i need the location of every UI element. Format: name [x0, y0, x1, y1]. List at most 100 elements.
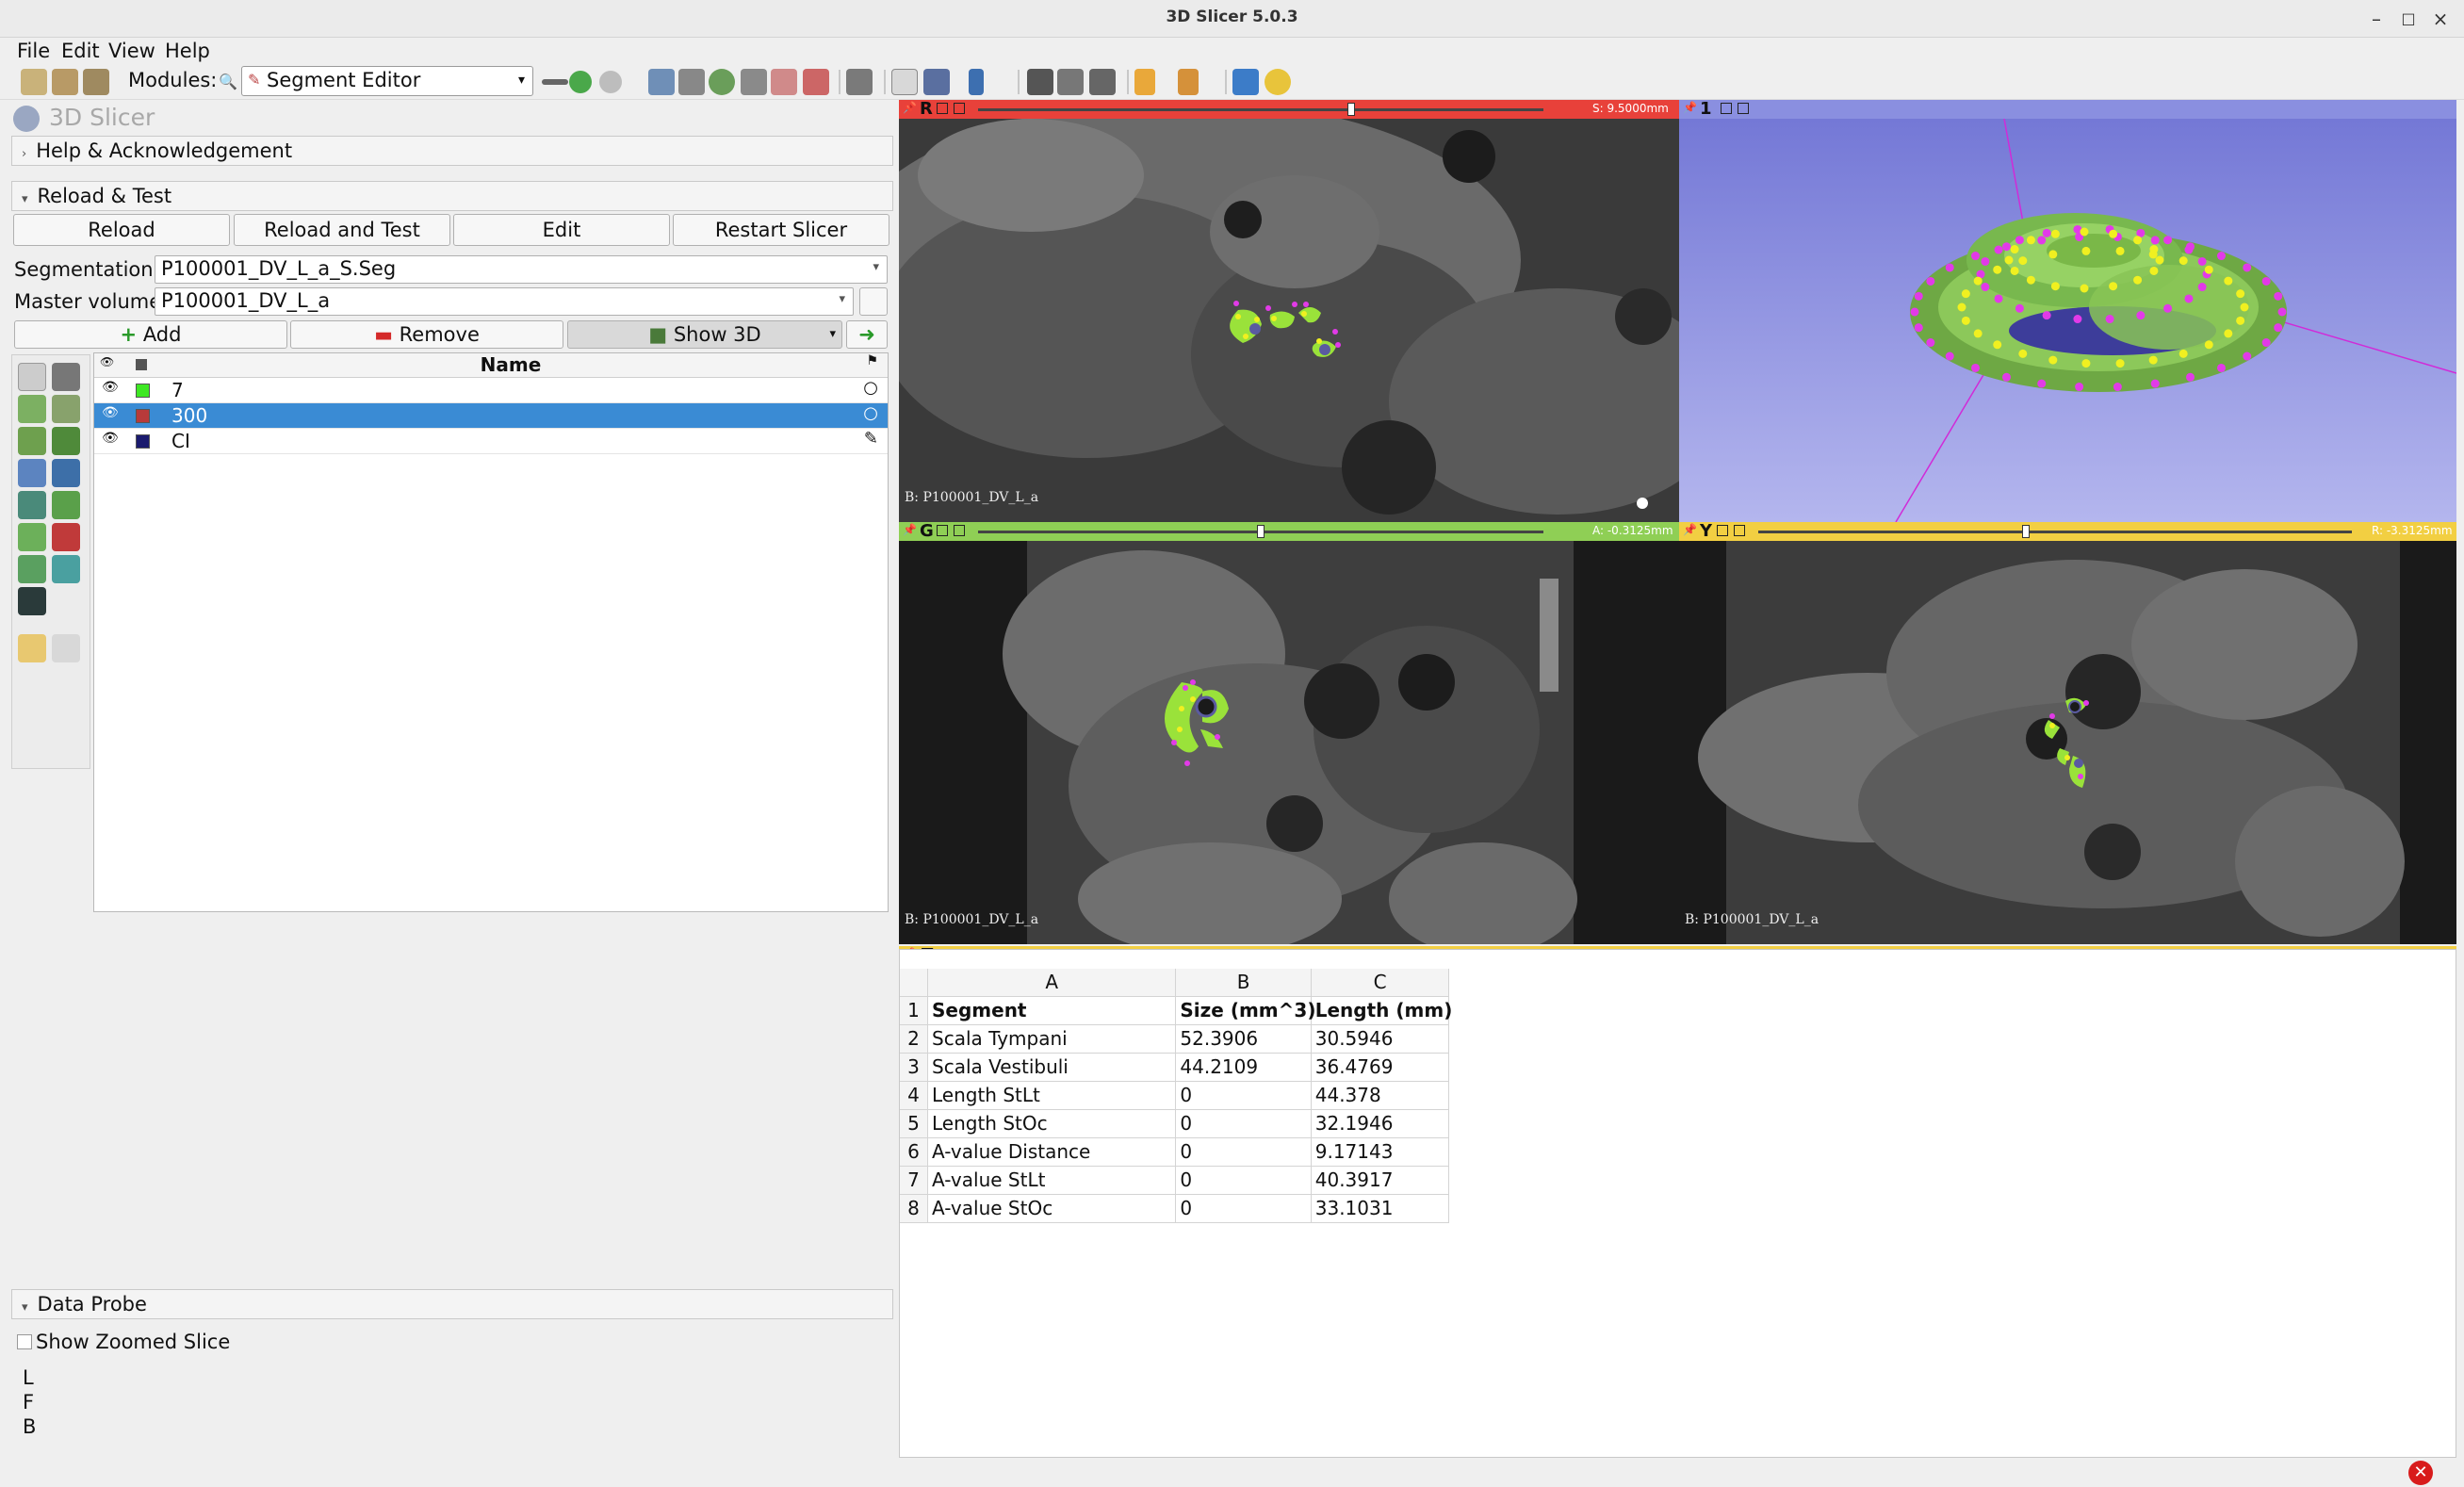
link-icon[interactable]	[1717, 525, 1728, 536]
edit-button[interactable]: Edit	[453, 214, 670, 246]
table-cell[interactable]: 0	[1176, 1110, 1312, 1139]
fill-between-slices-effect-icon[interactable]	[52, 459, 80, 487]
pin-icon[interactable]: 📌	[1683, 523, 1697, 536]
markup-line-icon[interactable]	[1178, 69, 1199, 95]
table-cell[interactable]: 0	[1176, 1082, 1312, 1111]
table-cell[interactable]: 0	[1176, 1195, 1312, 1224]
segment-row[interactable]: 👁 CI ✎	[94, 429, 888, 454]
red-slice-view[interactable]: 📌 R S: 9.5000mm	[899, 100, 1679, 522]
level-tracing-effect-icon[interactable]	[52, 427, 80, 455]
table-corner[interactable]	[900, 969, 928, 997]
table-cell[interactable]: 40.3917	[1311, 1167, 1450, 1196]
table-cell[interactable]: 32.1946	[1311, 1110, 1450, 1139]
center-view-icon[interactable]	[1721, 103, 1732, 114]
volumes-module-icon[interactable]	[678, 69, 705, 95]
module-selector[interactable]: ✎ Segment Editor ▾	[241, 66, 533, 96]
table-header-cell[interactable]: Size (mm^3)	[1176, 997, 1315, 1025]
red-offset-slider-handle[interactable]	[1347, 103, 1355, 116]
maximize-view-icon[interactable]	[1738, 103, 1749, 114]
segment-color-swatch[interactable]	[136, 434, 150, 449]
forward-arrow-icon[interactable]	[599, 71, 622, 93]
threshold-effect-icon[interactable]	[52, 363, 80, 391]
segment-color-swatch[interactable]	[136, 384, 150, 398]
markups-module-icon[interactable]	[771, 69, 797, 95]
islands-effect-icon[interactable]	[18, 555, 46, 583]
pencil-icon[interactable]: ✎	[863, 429, 878, 449]
minimize-button[interactable]: –	[2372, 8, 2381, 30]
data-module-icon[interactable]	[648, 69, 675, 95]
undo-icon[interactable]	[18, 634, 46, 662]
table-cell[interactable]: A-value Distance	[928, 1138, 1177, 1168]
table-header-cell[interactable]: Length (mm)	[1311, 997, 1452, 1025]
scissors-effect-icon[interactable]	[52, 523, 80, 551]
save-icon[interactable]	[83, 69, 109, 95]
table-cell[interactable]: Scala Tympani	[928, 1025, 1177, 1054]
pin-icon[interactable]: 📌	[1683, 101, 1697, 114]
restart-slicer-button[interactable]: Restart Slicer	[673, 214, 889, 246]
draw-effect-icon[interactable]	[52, 395, 80, 423]
master-volume-options-button[interactable]	[859, 287, 888, 316]
table-header-cell[interactable]: Segment	[928, 997, 1177, 1025]
menu-edit[interactable]: Edit	[61, 40, 100, 62]
table-column-header[interactable]: B	[1176, 969, 1312, 997]
maximize-view-icon[interactable]	[954, 525, 965, 536]
layout-icon[interactable]	[846, 69, 873, 95]
extensions-icon[interactable]	[1232, 69, 1259, 95]
table-row-number[interactable]: 3	[900, 1054, 928, 1083]
remove-segment-button[interactable]: ▬ Remove	[290, 320, 563, 349]
name-column-header[interactable]: Name	[480, 353, 542, 376]
maximize-button[interactable]: □	[2401, 9, 2416, 27]
pointer-mode-icon[interactable]	[891, 69, 918, 95]
capture-icon[interactable]	[1089, 69, 1116, 95]
hollow-effect-icon[interactable]	[52, 491, 80, 519]
table-row-number[interactable]: 1	[900, 997, 928, 1025]
paint-effect-icon[interactable]	[18, 395, 46, 423]
table-cell[interactable]: 0	[1176, 1167, 1312, 1196]
maximize-view-icon[interactable]	[954, 103, 965, 114]
markup-point-icon[interactable]	[1134, 69, 1155, 95]
reload-and-test-button[interactable]: Reload and Test	[234, 214, 450, 246]
table-row-number[interactable]: 8	[900, 1195, 928, 1224]
segment-row[interactable]: 👁 7 ○	[94, 378, 888, 403]
green-slice-view[interactable]: 📌 G A: -0.3125mm	[899, 522, 1679, 944]
mask-volume-effect-icon[interactable]	[18, 587, 46, 615]
segment-status-icon[interactable]: ○	[863, 378, 878, 398]
redo-icon[interactable]	[52, 634, 80, 662]
table-cell[interactable]: 44.2109	[1176, 1054, 1312, 1083]
table-row-number[interactable]: 4	[900, 1082, 928, 1111]
table-cell[interactable]: 33.1031	[1311, 1195, 1450, 1224]
pin-icon[interactable]: 📌	[903, 101, 917, 114]
menu-file[interactable]: File	[17, 40, 51, 62]
table-row-number[interactable]: 6	[900, 1138, 928, 1168]
segment-options-button[interactable]: ➜	[846, 320, 888, 349]
eye-icon[interactable]: 👁	[102, 405, 119, 420]
window-level-icon[interactable]	[923, 69, 950, 95]
table-cell[interactable]: 9.17143	[1311, 1138, 1450, 1168]
link-icon[interactable]	[937, 525, 948, 536]
show-zoomed-slice-checkbox[interactable]	[17, 1334, 32, 1349]
segment-name[interactable]: CI	[171, 430, 190, 452]
scene-view-icon[interactable]	[1057, 69, 1084, 95]
show-3d-button[interactable]: ■ Show 3D ▾	[567, 320, 842, 349]
erase-effect-icon[interactable]	[18, 427, 46, 455]
table-cell[interactable]: A-value StOc	[928, 1195, 1177, 1224]
table-row-number[interactable]: 5	[900, 1110, 928, 1139]
module-search-icon[interactable]: 🔍	[219, 73, 237, 90]
menu-help[interactable]: Help	[165, 40, 210, 62]
three-d-view[interactable]: 📌 1	[1679, 100, 2456, 522]
segment-editor-module-icon[interactable]	[803, 69, 829, 95]
smoothing-effect-icon[interactable]	[18, 523, 46, 551]
eye-icon[interactable]: 👁	[102, 380, 119, 395]
table-cell[interactable]: Length StLt	[928, 1082, 1177, 1111]
load-data-icon[interactable]	[21, 69, 47, 95]
table-column-header[interactable]: A	[928, 969, 1177, 997]
table-column-header[interactable]: C	[1311, 969, 1450, 997]
table-cell[interactable]: 0	[1176, 1138, 1312, 1168]
eye-icon[interactable]: 👁	[102, 431, 119, 446]
grow-from-seeds-effect-icon[interactable]	[18, 459, 46, 487]
green-offset-slider-handle[interactable]	[1257, 525, 1265, 538]
yellow-offset-slider-handle[interactable]	[2021, 525, 2030, 538]
red-offset-slider-track[interactable]	[978, 108, 1543, 111]
screenshot-icon[interactable]	[1027, 69, 1053, 95]
module-history-icon[interactable]	[542, 79, 568, 85]
